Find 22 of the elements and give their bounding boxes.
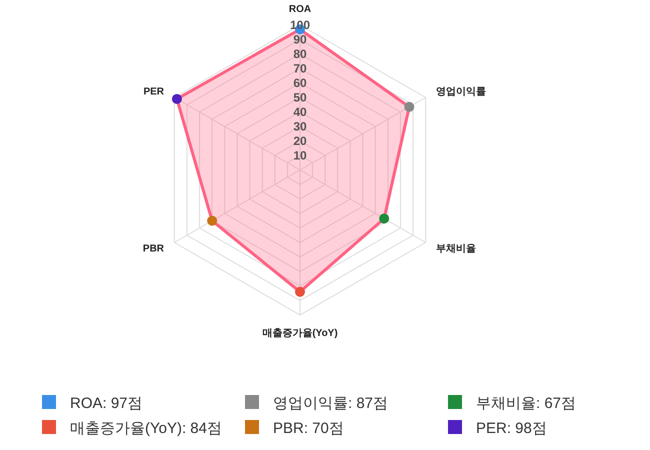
spoke-label: 부채비율 [436,244,476,254]
text: 매출증가율(YoY): 84점 [70,420,222,437]
text: ROA: 97점 [70,395,143,412]
spoke-label: ROA [288,4,312,15]
text: 영업이익률: 87점 [273,395,388,412]
spoke-label: 매출증가율(YoY) [262,328,338,339]
text: PER: 98점 [476,420,547,437]
spoke-label: PER [143,86,165,98]
y-tick-label: 10 [293,148,307,162]
y-tick-label: 60 [293,76,307,90]
y-tick-label: 90 [293,32,307,46]
y-tick-label: 40 [293,105,307,119]
text: 부채비율: 67점 [476,395,576,412]
y-tick-label: 50 [293,90,307,104]
y-tick-label: 80 [293,47,307,61]
y-tick-label: 70 [293,62,307,76]
y-tick-label: 30 [293,120,307,134]
y-tick-label: 20 [293,134,307,148]
y-tick-label: 100 [290,18,310,32]
spoke-label: 영업이익률 [436,86,486,98]
spoke-label: PBR [142,244,165,254]
text: PBR: 70점 [273,420,344,437]
